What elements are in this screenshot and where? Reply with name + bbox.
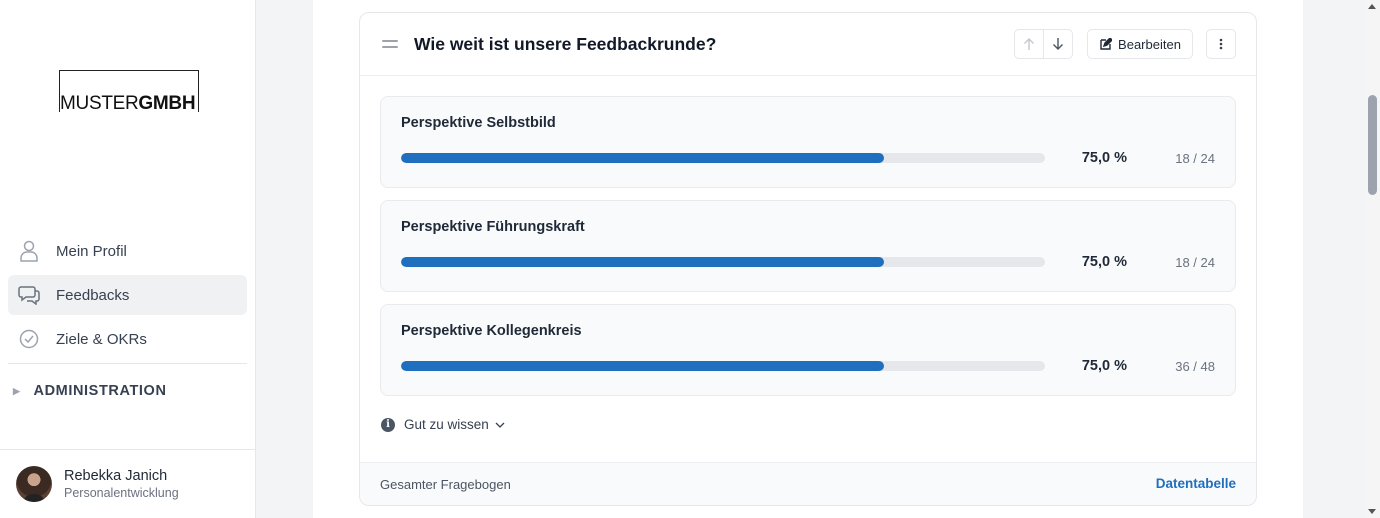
sidebar-nav: Mein Profil Feedbacks Ziele & OKRs — [8, 231, 247, 363]
drag-handle-icon[interactable] — [382, 40, 398, 48]
sidebar-item-feedbacks[interactable]: Feedbacks — [8, 275, 247, 315]
sidebar-item-mein-profil[interactable]: Mein Profil — [8, 231, 247, 271]
progress-percent: 75,0 % — [1081, 150, 1127, 166]
administration-toggle[interactable]: ▶ ADMINISTRATION — [13, 383, 167, 399]
sidebar: MUSTERGMBH Mein Profil Feedbacks Ziele &… — [0, 0, 256, 518]
progress-bar — [401, 257, 1045, 267]
chat-icon — [18, 284, 40, 306]
user-divider — [0, 449, 255, 450]
arrow-down-icon — [1053, 38, 1064, 50]
card-footer: Gesamter Fragebogen Datentabelle — [360, 462, 1256, 505]
check-circle-icon — [18, 328, 40, 350]
edit-button[interactable]: Bearbeiten — [1087, 29, 1193, 59]
edit-button-label: Bearbeiten — [1118, 36, 1181, 52]
perspective-kollegenkreis: Perspektive Kollegenkreis 75,0 % 36 / 48 — [380, 304, 1236, 396]
progress-count: 18 / 24 — [1175, 151, 1215, 166]
card-header: Wie weit ist unsere Feedbackrunde? Bearb… — [360, 13, 1256, 76]
perspective-title: Perspektive Kollegenkreis — [401, 323, 582, 339]
footer-label: Gesamter Fragebogen — [380, 477, 511, 492]
edit-icon — [1100, 37, 1113, 50]
user-role: Personalentwicklung — [64, 486, 179, 500]
scroll-up-icon[interactable] — [1368, 4, 1376, 9]
progress-fill — [401, 153, 884, 163]
nav-divider — [8, 363, 247, 364]
scrollbar-thumb[interactable] — [1368, 95, 1377, 195]
progress-bar — [401, 361, 1045, 371]
info-icon: i — [381, 417, 395, 432]
user-icon — [18, 240, 40, 262]
arrow-up-icon — [1024, 38, 1035, 50]
perspective-selbstbild: Perspektive Selbstbild 75,0 % 18 / 24 — [380, 96, 1236, 188]
company-logo[interactable]: MUSTERGMBH — [59, 70, 199, 115]
progress-fill — [401, 257, 884, 267]
good-to-know-toggle[interactable]: i Gut zu wissen — [381, 417, 505, 432]
perspective-fuehrungskraft: Perspektive Führungskraft 75,0 % 18 / 24 — [380, 200, 1236, 292]
feedback-progress-card: Wie weit ist unsere Feedbackrunde? Bearb… — [359, 12, 1257, 506]
administration-label: ADMINISTRATION — [33, 383, 167, 399]
perspective-title: Perspektive Führungskraft — [401, 219, 585, 235]
scroll-down-icon[interactable] — [1368, 509, 1376, 514]
progress-percent: 75,0 % — [1081, 358, 1127, 374]
move-up-button[interactable] — [1015, 30, 1043, 58]
more-options-button[interactable] — [1206, 29, 1236, 59]
data-table-link[interactable]: Datentabelle — [1155, 476, 1236, 491]
user-name: Rebekka Janich — [64, 468, 168, 484]
progress-count: 18 / 24 — [1175, 255, 1215, 270]
move-down-button[interactable] — [1043, 30, 1072, 58]
card-title: Wie weit ist unsere Feedbackrunde? — [414, 34, 717, 54]
perspective-title: Perspektive Selbstbild — [401, 115, 556, 131]
progress-percent: 75,0 % — [1081, 254, 1127, 270]
more-vertical-icon — [1219, 38, 1223, 50]
caret-right-icon: ▶ — [13, 385, 21, 396]
logo-text: MUSTERGMBH — [60, 93, 198, 115]
user-profile[interactable]: Rebekka Janich Personalentwicklung — [16, 466, 179, 502]
good-to-know-label: Gut zu wissen — [404, 417, 489, 432]
sidebar-item-label: Feedbacks — [56, 286, 130, 304]
progress-bar — [401, 153, 1045, 163]
avatar — [16, 466, 52, 502]
page-scrollbar[interactable] — [1365, 0, 1380, 518]
chevron-down-icon — [495, 422, 505, 428]
sidebar-item-label: Mein Profil — [56, 242, 127, 260]
sidebar-item-label: Ziele & OKRs — [56, 330, 147, 348]
reorder-buttons — [1014, 29, 1073, 59]
progress-fill — [401, 361, 884, 371]
sidebar-item-ziele-okrs[interactable]: Ziele & OKRs — [8, 319, 247, 359]
progress-count: 36 / 48 — [1175, 359, 1215, 374]
